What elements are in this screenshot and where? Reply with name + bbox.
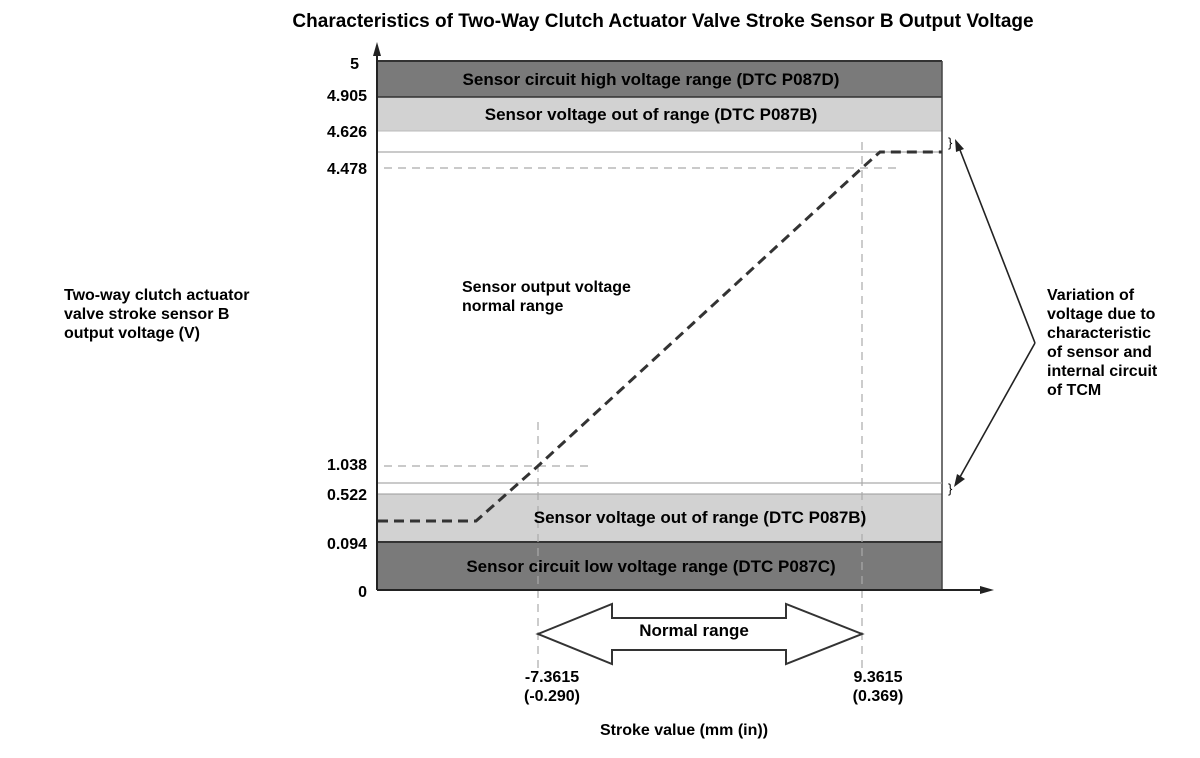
band-label-oor-top: Sensor voltage out of range (DTC P087B)	[485, 105, 818, 124]
band-out-of-range-bottom	[377, 494, 942, 542]
y-tick-label: 4.905	[327, 88, 367, 105]
x-tick-label-left-mm: -7.3615	[525, 669, 579, 686]
variation-note-line: of TCM	[1047, 382, 1101, 399]
output-voltage-curve	[378, 150, 942, 523]
y-axis-label-line: valve stroke sensor B	[64, 306, 229, 323]
y-tick-label: 5	[350, 56, 359, 73]
brace-top: }	[948, 135, 953, 150]
x-tick-label-right-in: (0.369)	[853, 688, 904, 705]
normal-range-arrow-label: Normal range	[639, 621, 749, 640]
x-axis-label: Stroke value (mm (in))	[600, 722, 768, 739]
y-tick-label: 0	[358, 584, 367, 601]
x-tick-label-right-mm: 9.3615	[854, 669, 903, 686]
variation-note-line: characteristic	[1047, 325, 1151, 342]
variation-note-line: Variation of	[1047, 287, 1135, 304]
x-tick-label-left-in: (-0.290)	[524, 688, 580, 705]
y-axis-label-line: output voltage (V)	[64, 325, 200, 342]
y-axis-label-line: Two-way clutch actuator	[64, 287, 250, 304]
normal-range-text-line: Sensor output voltage	[462, 279, 631, 296]
band-label-low: Sensor circuit low voltage range (DTC P0…	[466, 557, 835, 576]
y-axis-arrow	[373, 42, 381, 56]
normal-range-arrow	[535, 602, 865, 666]
x-axis-arrow	[980, 586, 994, 594]
band-out-of-range-top	[377, 97, 942, 131]
diagram-title: Characteristics of Two-Way Clutch Actuat…	[292, 11, 1033, 32]
normal-range-text-line: normal range	[462, 298, 563, 315]
band-label-oor-bottom: Sensor voltage out of range (DTC P087B)	[534, 508, 867, 527]
variation-note-line: of sensor and	[1047, 344, 1152, 361]
variation-note-line: voltage due to	[1047, 306, 1156, 323]
y-tick-label: 0.522	[327, 487, 367, 504]
brace-bottom: }	[948, 481, 953, 496]
y-tick-label: 1.038	[327, 457, 367, 474]
variation-arrows	[954, 139, 1036, 487]
y-tick-label: 4.626	[327, 124, 367, 141]
y-tick-label: 4.478	[327, 161, 367, 178]
band-label-high: Sensor circuit high voltage range (DTC P…	[463, 70, 840, 89]
y-tick-label: 0.094	[327, 536, 367, 553]
variation-note-line: internal circuit	[1047, 363, 1158, 380]
band-high-voltage	[377, 61, 942, 97]
band-low-voltage	[377, 542, 942, 590]
